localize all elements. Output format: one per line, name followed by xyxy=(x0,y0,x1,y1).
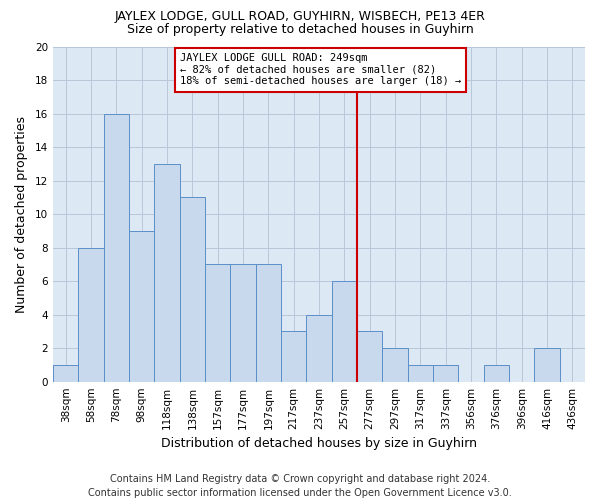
X-axis label: Distribution of detached houses by size in Guyhirn: Distribution of detached houses by size … xyxy=(161,437,477,450)
Bar xyxy=(230,264,256,382)
Bar xyxy=(205,264,230,382)
Bar xyxy=(307,314,332,382)
Bar xyxy=(535,348,560,382)
Text: JAYLEX LODGE, GULL ROAD, GUYHIRN, WISBECH, PE13 4ER: JAYLEX LODGE, GULL ROAD, GUYHIRN, WISBEC… xyxy=(115,10,485,23)
Bar xyxy=(382,348,407,382)
Bar xyxy=(407,365,433,382)
Text: Contains HM Land Registry data © Crown copyright and database right 2024.
Contai: Contains HM Land Registry data © Crown c… xyxy=(88,474,512,498)
Y-axis label: Number of detached properties: Number of detached properties xyxy=(15,116,28,312)
Text: Size of property relative to detached houses in Guyhirn: Size of property relative to detached ho… xyxy=(127,22,473,36)
Bar xyxy=(281,332,307,382)
Bar xyxy=(332,281,357,382)
Bar xyxy=(433,365,458,382)
Bar xyxy=(104,114,129,382)
Bar xyxy=(154,164,180,382)
Bar xyxy=(79,248,104,382)
Bar xyxy=(484,365,509,382)
Bar xyxy=(129,231,154,382)
Bar xyxy=(180,198,205,382)
Bar xyxy=(256,264,281,382)
Bar xyxy=(53,365,79,382)
Text: JAYLEX LODGE GULL ROAD: 249sqm
← 82% of detached houses are smaller (82)
18% of : JAYLEX LODGE GULL ROAD: 249sqm ← 82% of … xyxy=(180,53,461,86)
Bar xyxy=(357,332,382,382)
